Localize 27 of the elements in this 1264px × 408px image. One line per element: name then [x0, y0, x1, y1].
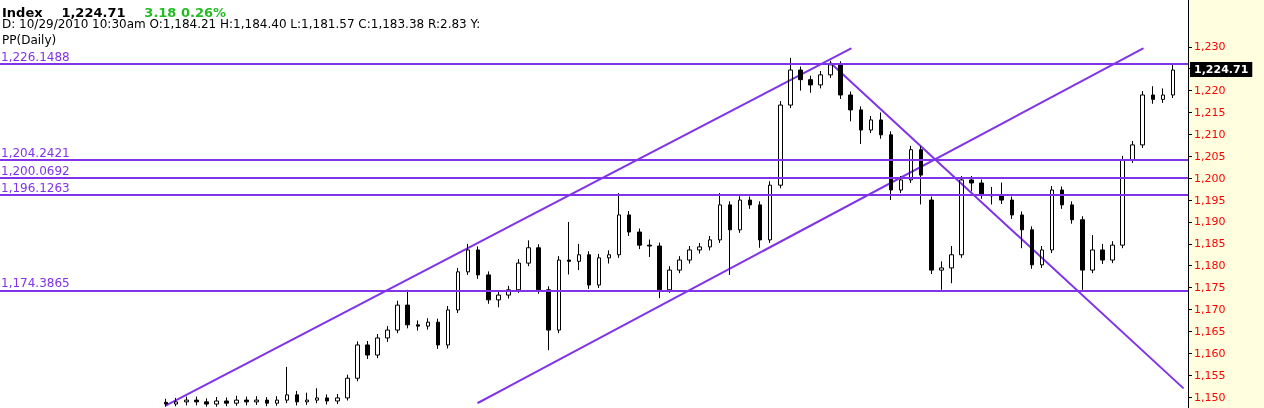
y-tick-label: 1,220 [1194, 84, 1226, 98]
y-tick-label: 1,180 [1194, 259, 1226, 273]
ref-line-label: 1,226.1488 [1, 49, 70, 64]
y-tick-label: 1,230 [1194, 40, 1226, 54]
y-tick-label: 1,160 [1194, 346, 1226, 360]
ref-line-label: 1,204.2421 [1, 145, 70, 160]
y-tick-label: 1,175 [1194, 281, 1226, 295]
annotation: 3.18 0.26% [144, 4, 227, 20]
y-tick-label: 1,205 [1194, 149, 1226, 163]
y-tick-label: 1,155 [1194, 368, 1226, 382]
text: 1,224.71 [1194, 63, 1249, 77]
y-tick-label: 1,215 [1194, 106, 1226, 120]
annotation: PP(Daily) [2, 33, 57, 47]
y-tick-label: 1,185 [1194, 237, 1226, 251]
y-tick-label: 1,150 [1194, 390, 1226, 404]
y-tick-label: 1,190 [1194, 215, 1226, 229]
ref-line-label: 1,174.3865 [1, 276, 70, 291]
ref-line-label: 1,200.0692 [1, 163, 70, 178]
y-tick-label: 1,170 [1194, 303, 1226, 316]
ref-line-label: 1,196.1263 [1, 181, 70, 196]
annotation: 1,224.71 [61, 4, 126, 20]
y-tick-label: 1,210 [1194, 127, 1226, 141]
y-tick-label: 1,165 [1194, 324, 1226, 338]
chart-title: Index [2, 4, 44, 20]
y-tick-label: 1,200 [1194, 171, 1226, 185]
y-tick-label: 1,195 [1194, 193, 1226, 207]
annotation: D: 10/29/2010 10:30am O:1,184.21 H:1,184.40 L:1,181.57 C:1,183.38 R:2.83 Y: [2, 17, 481, 31]
